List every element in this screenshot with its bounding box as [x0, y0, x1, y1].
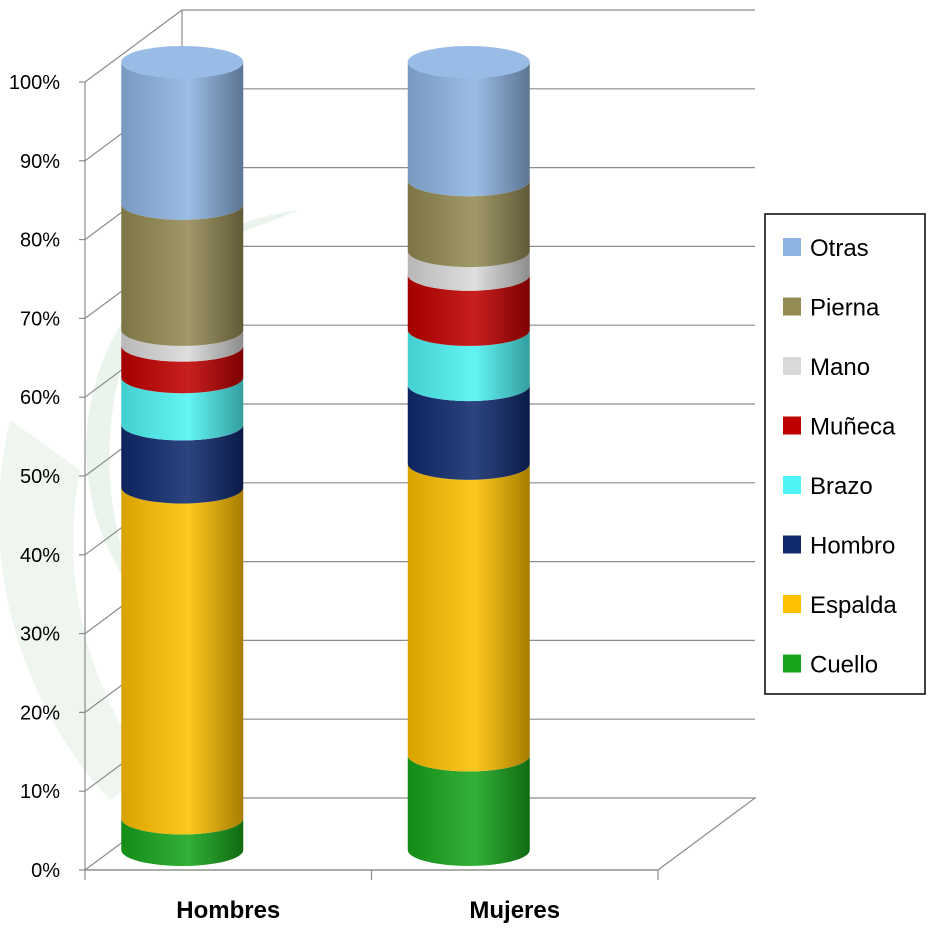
bar-segment-cuello-hombres — [121, 818, 244, 866]
y-tick-label: 20% — [20, 702, 60, 724]
y-tick-label: 0% — [31, 860, 60, 882]
bar-segment-hombro-hombres — [121, 424, 244, 504]
bar-segment-mano-mujeres — [407, 251, 530, 291]
legend-label: Brazo — [810, 473, 873, 500]
y-tick-label: 80% — [20, 230, 60, 252]
legend-label: Hombro — [810, 533, 895, 560]
legend-swatch — [783, 357, 801, 375]
y-tick-label: 70% — [20, 308, 60, 330]
y-tick-label: 100% — [9, 72, 60, 94]
legend-item-brazo: Brazo — [783, 473, 873, 500]
bar-segment-muneca-mujeres — [407, 274, 530, 346]
bar-segment-brazo-mujeres — [407, 329, 530, 402]
bar-segment-otras-mujeres — [407, 62, 530, 197]
gridline-side — [84, 9, 183, 83]
bar-segment-hombro-mujeres — [407, 385, 530, 480]
y-tick-label: 10% — [20, 781, 60, 803]
bar-segment-pierna-hombres — [121, 203, 244, 346]
axes: 0% 10% 20% 30% 40% 50% 60% 70% 80% 90% 100% Hombres… — [9, 72, 659, 924]
legend-swatch — [783, 535, 801, 554]
y-tick-label: 60% — [20, 387, 60, 409]
legend-item-hombro: Hombro — [783, 533, 895, 560]
bar-top-cap-mujeres — [407, 46, 530, 78]
legend-item-mano: Mano — [783, 354, 870, 381]
legend-swatch — [783, 297, 801, 316]
legend-label: Mano — [810, 354, 870, 381]
legend-swatch — [783, 238, 801, 256]
bar-segment-espalda-hombres — [121, 487, 244, 835]
bar-segment-muneca-hombres — [121, 345, 244, 394]
legend-label: Espalda — [810, 592, 897, 619]
legend-label: Pierna — [810, 295, 880, 322]
legend-item-cuello: Cuello — [783, 652, 878, 679]
x-tick-label-hombres: Hombres — [176, 897, 280, 924]
bar-segment-pierna-mujeres — [407, 180, 530, 268]
legend-label: Muñeca — [810, 414, 896, 441]
legend-swatch — [783, 595, 801, 613]
legend: Otras Pierna Mano Muñeca Brazo Hombro Espalda C… — [764, 213, 926, 695]
bar-segment-espalda-mujeres — [407, 463, 530, 772]
legend-swatch — [783, 416, 801, 435]
bar-column-mujeres — [407, 46, 530, 866]
legend-item-muneca: Muñeca — [783, 414, 896, 441]
legend-label: Otras — [810, 235, 869, 262]
legend-swatch — [783, 654, 801, 673]
y-tick-label: 90% — [20, 151, 60, 173]
bar-column-hombres — [121, 46, 244, 866]
y-tick-label: 30% — [20, 624, 60, 646]
bar-segment-otras-hombres — [121, 62, 244, 220]
y-tick-label: 40% — [20, 545, 60, 567]
legend-item-pierna: Pierna — [783, 295, 880, 322]
legend-swatch — [783, 476, 801, 494]
bar-segment-cuello-mujeres — [407, 755, 530, 866]
watermark-arc-outer — [0, 420, 150, 800]
legend-box — [764, 213, 926, 695]
legend-item-otras: Otras — [783, 235, 869, 262]
bars — [121, 46, 530, 866]
bar-segment-mano-hombres — [121, 329, 244, 362]
x-tick-label-mujeres: Mujeres — [469, 897, 560, 924]
legend-item-espalda: Espalda — [783, 592, 897, 619]
bar-segment-brazo-hombres — [121, 377, 244, 441]
bar-top-cap-hombres — [121, 46, 244, 78]
y-tick-label: 50% — [20, 466, 60, 488]
legend-label: Cuello — [810, 652, 878, 679]
